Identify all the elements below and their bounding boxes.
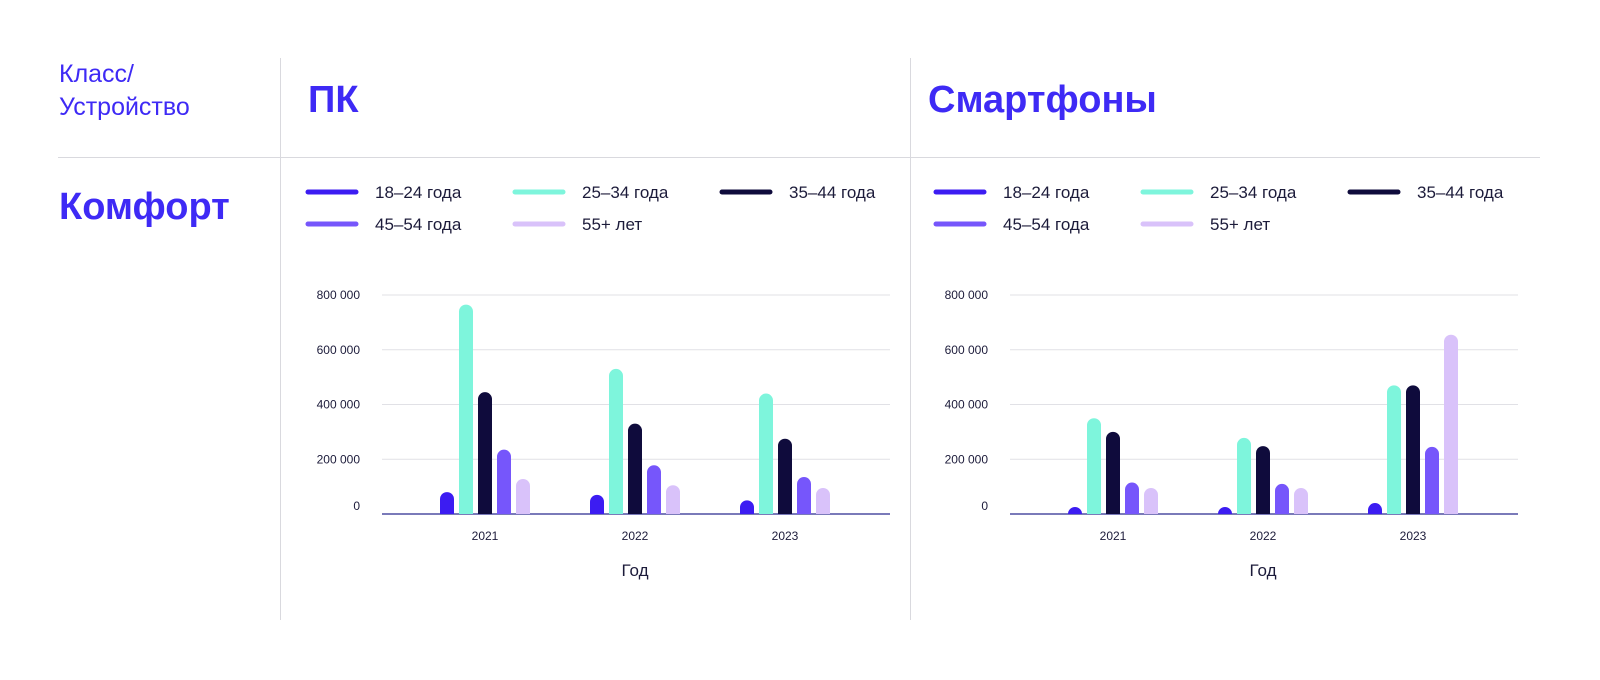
x-tick-label: 2022 [622, 529, 649, 543]
y-tick-label: 200 000 [945, 452, 989, 466]
legend-label: 25–34 года [582, 183, 669, 202]
bar [740, 500, 754, 514]
bar [1218, 507, 1232, 514]
legend-item: 18–24 года [933, 183, 1090, 202]
x-tick-label: 2022 [1250, 529, 1277, 543]
corner-label-line1: Класс/ [59, 60, 134, 88]
x-tick-label: 2023 [1400, 529, 1427, 543]
legend-item: 45–54 года [305, 215, 462, 234]
legend-item: 55+ лет [512, 215, 642, 234]
legend-item: 18–24 года [305, 183, 462, 202]
bar [1425, 446, 1439, 514]
bar [759, 393, 773, 514]
bar [1387, 385, 1401, 514]
legend-item: 25–34 года [1140, 183, 1297, 202]
bar [1275, 483, 1289, 514]
y-tick-label: 400 000 [317, 398, 361, 412]
legend-label: 35–44 года [789, 183, 876, 202]
chart-pc: 18–24 года 25–34 года 35–44 года 45–54 года… [305, 183, 890, 580]
y-tick-label: 600 000 [317, 343, 361, 357]
x-axis-title: Год [1249, 561, 1276, 580]
column-divider-1 [280, 58, 281, 620]
bar [797, 477, 811, 514]
bar [1444, 334, 1458, 514]
bar [1294, 487, 1308, 514]
bar [1068, 507, 1082, 514]
bar [628, 423, 642, 514]
bar [1368, 503, 1382, 514]
bar [816, 487, 830, 514]
legend-item: 45–54 года [933, 215, 1090, 234]
y-tick-label: 600 000 [945, 343, 989, 357]
bar [590, 494, 604, 514]
legend-item: 25–34 года [512, 183, 669, 202]
bar [1406, 385, 1420, 514]
bar [1237, 437, 1251, 514]
bar [647, 465, 661, 514]
x-axis-title: Год [621, 561, 648, 580]
column-title-smartphones: Смартфоны [928, 79, 1157, 121]
bar [1144, 487, 1158, 514]
y-tick-label: 200 000 [317, 452, 361, 466]
x-tick-label: 2021 [472, 529, 499, 543]
x-tick-label: 2023 [772, 529, 799, 543]
bar [516, 478, 530, 514]
legend-label: 55+ лет [582, 215, 642, 234]
column-divider-2 [910, 58, 911, 620]
bar [1125, 482, 1139, 514]
bar [1087, 418, 1101, 514]
legend-item: 35–44 года [1347, 183, 1504, 202]
bar [609, 368, 623, 514]
row-label-comfort: Комфорт [59, 186, 230, 228]
legend-label: 45–54 года [1003, 215, 1090, 234]
legend-label: 35–44 года [1417, 183, 1504, 202]
legend-label: 18–24 года [1003, 183, 1090, 202]
bar [497, 449, 511, 514]
legend-label: 18–24 года [375, 183, 462, 202]
legend-label: 55+ лет [1210, 215, 1270, 234]
bar [778, 438, 792, 514]
bar [440, 492, 454, 514]
column-title-pc: ПК [308, 79, 359, 121]
legend-label: 45–54 года [375, 215, 462, 234]
bar [459, 304, 473, 514]
legend-item: 35–44 года [719, 183, 876, 202]
corner-label-line2: Устройство [59, 93, 190, 121]
bar [1256, 446, 1270, 514]
header-divider [58, 157, 1540, 158]
y-tick-label: 400 000 [945, 398, 989, 412]
y-tick-label: 800 000 [317, 288, 361, 302]
y-tick-label: 0 [353, 499, 360, 513]
legend-item: 55+ лет [1140, 215, 1270, 234]
chart-smartphones: 18–24 года 25–34 года 35–44 года 45–54 года… [933, 183, 1518, 580]
bar [1106, 431, 1120, 514]
legend-label: 25–34 года [1210, 183, 1297, 202]
bar [666, 485, 680, 514]
x-tick-label: 2021 [1100, 529, 1127, 543]
y-tick-label: 0 [981, 499, 988, 513]
bar [478, 392, 492, 514]
corner-label: Класс/ Устройство [59, 58, 269, 124]
y-tick-label: 800 000 [945, 288, 989, 302]
